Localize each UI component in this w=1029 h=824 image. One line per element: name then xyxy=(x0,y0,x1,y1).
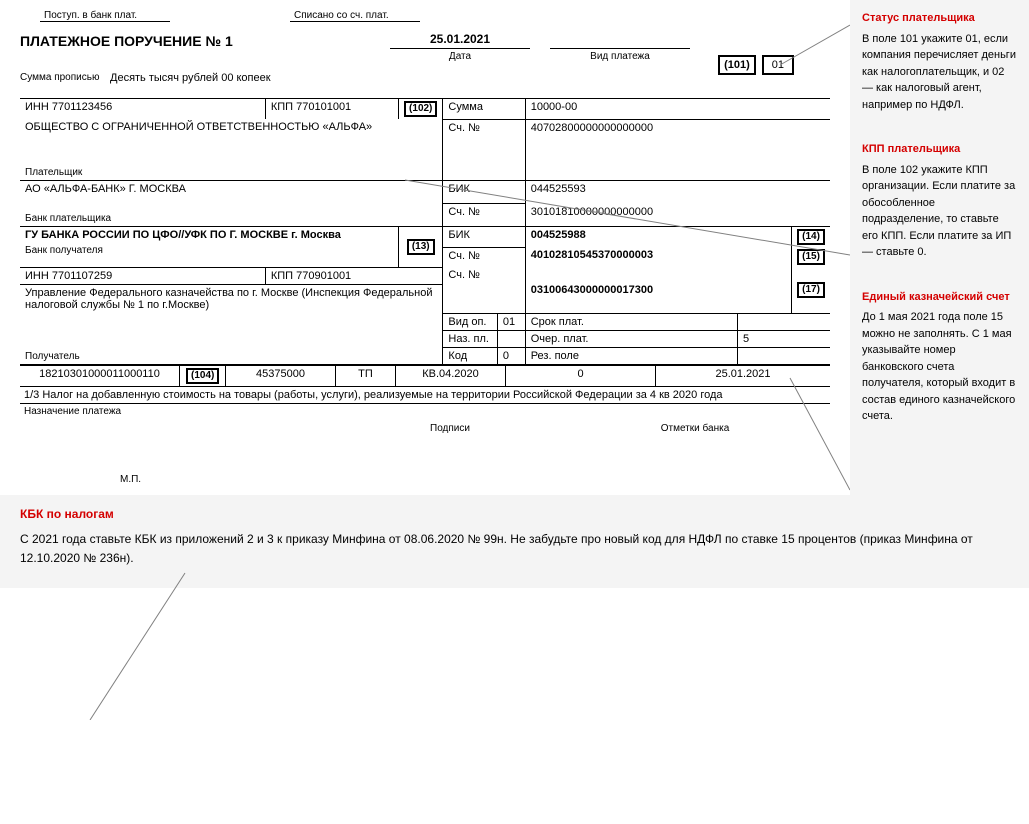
strip-kbk: 18210301000011000110 xyxy=(20,366,180,386)
doc-title: ПЛАТЕЖНОЕ ПОРУЧЕНИЕ № 1 xyxy=(20,33,390,49)
rez-value xyxy=(737,347,830,364)
acct-label-1: Сч. № xyxy=(443,119,525,181)
date-label: Дата xyxy=(390,51,530,62)
annot3-text: До 1 мая 2021 года поле 15 можно не запо… xyxy=(862,309,1017,425)
mp-label: М.П. xyxy=(120,474,830,485)
recip-name: Управление Федерального казначейства по … xyxy=(25,287,437,311)
annot2-title: КПП плательщика xyxy=(862,141,1017,158)
acct-label-4: Сч. № xyxy=(443,267,525,313)
footer-annotation: КБК по налогам С 2021 года ставьте КБК и… xyxy=(0,495,1029,589)
payer-bik: 044525593 xyxy=(525,181,830,204)
kod-label: Код xyxy=(443,347,497,364)
naz-pl-value xyxy=(497,330,525,347)
ocher-value: 5 xyxy=(737,330,830,347)
field-102-label: (102) xyxy=(404,101,437,117)
ocher-label: Очер. плат. xyxy=(525,330,737,347)
annot4-text: С 2021 года ставьте КБК из приложений 2 … xyxy=(20,530,1009,568)
bik-label-2: БИК xyxy=(443,227,525,248)
recip-acct2: 03100643000000017300 xyxy=(525,267,791,313)
rez-label: Рез. поле xyxy=(525,347,737,364)
recip-label: Получатель xyxy=(25,351,437,362)
recip-acct1: 40102810545370000003 xyxy=(525,247,791,267)
field-101-label: (101) xyxy=(718,55,756,75)
payer-bank-acct: 30101810000000000000 xyxy=(525,204,830,227)
srok-label: Срок плат. xyxy=(525,313,737,330)
payer-acct: 40702800000000000000 xyxy=(525,119,830,181)
recip-bank: ГУ БАНКА РОССИИ ПО ЦФО//УФК ПО Г. МОСКВЕ… xyxy=(25,229,393,241)
bank-marks-label: Отметки банка xyxy=(560,423,830,434)
payer-inn: ИНН 7701123456 xyxy=(20,99,265,120)
purpose-text: 1/3 Налог на добавленную стоимость на то… xyxy=(24,389,826,401)
top-stamps: Поступ. в банк плат. Списано со сч. плат… xyxy=(20,10,830,22)
doc-date: 25.01.2021 xyxy=(390,32,530,49)
payer-kpp: КПП 770101001 xyxy=(265,99,398,120)
annot4-title: КБК по налогам xyxy=(20,505,1009,524)
payer-bank-label: Банк плательщика xyxy=(25,213,437,224)
sum-label: Сумма xyxy=(443,99,525,120)
acct-label-2: Сч. № xyxy=(443,204,525,227)
recip-bik: 004525988 xyxy=(525,227,791,248)
bik-label-1: БИК xyxy=(443,181,525,204)
purpose-label: Назначение платежа xyxy=(20,404,830,419)
annotations-sidebar: Статус плательщика В поле 101 укажите 01… xyxy=(850,0,1029,495)
field-101-value: 01 xyxy=(762,55,794,75)
recip-inn: ИНН 7701107259 xyxy=(20,267,265,284)
field-104-label: (104) xyxy=(186,368,219,384)
payer-label: Плательщик xyxy=(25,167,437,178)
annot1-text: В поле 101 укажите 01, если компания пер… xyxy=(862,31,1017,114)
recip-kpp: КПП 770901001 xyxy=(265,267,443,284)
strip-date: 25.01.2021 xyxy=(656,366,830,386)
recip-bank-label: Банк получателя xyxy=(25,245,393,256)
payer-name: ОБЩЕСТВО С ОГРАНИЧЕННОЙ ОТВЕТСТВЕННОСТЬЮ… xyxy=(25,121,437,133)
annot1-title: Статус плательщика xyxy=(862,10,1017,27)
annot2-text: В поле 102 укажите КПП организации. Если… xyxy=(862,162,1017,261)
strip-osn: ТП xyxy=(336,366,396,386)
srok-value xyxy=(737,313,830,330)
payment-type-value xyxy=(550,32,690,49)
tax-fields-strip: 18210301000011000110 (104) 45375000 ТП К… xyxy=(20,365,830,387)
main-grid: ИНН 7701123456 КПП 770101001 (102) Сумма… xyxy=(20,98,830,365)
payment-type-label: Вид платежа xyxy=(550,51,690,62)
sum-words-label: Сумма прописью xyxy=(20,72,110,84)
kod-value: 0 xyxy=(497,347,525,364)
vid-op-value: 01 xyxy=(497,313,525,330)
annot3-title: Единый казначейский счет xyxy=(862,289,1017,306)
field-17-label: (17) xyxy=(797,282,825,298)
strip-oktmo: 45375000 xyxy=(226,366,336,386)
vid-op-label: Вид оп. xyxy=(443,313,497,330)
received-stamp: Поступ. в банк плат. xyxy=(40,10,170,22)
signatures-label: Подписи xyxy=(340,423,560,434)
acct-label-3: Сч. № xyxy=(443,247,525,267)
strip-num: 0 xyxy=(506,366,656,386)
naz-pl-label: Наз. пл. xyxy=(443,330,497,347)
field-13-label: (13) xyxy=(407,239,435,255)
sum-value: 10000-00 xyxy=(525,99,830,120)
strip-period: КВ.04.2020 xyxy=(396,366,506,386)
field-101: (101) 01 xyxy=(718,55,794,75)
payment-order-form: Поступ. в банк плат. Списано со сч. плат… xyxy=(0,0,850,495)
field-14-label: (14) xyxy=(797,229,825,245)
debited-stamp: Списано со сч. плат. xyxy=(290,10,420,22)
payer-bank: АО «АЛЬФА-БАНК» Г. МОСКВА xyxy=(25,183,437,195)
field-15-label: (15) xyxy=(797,249,825,265)
